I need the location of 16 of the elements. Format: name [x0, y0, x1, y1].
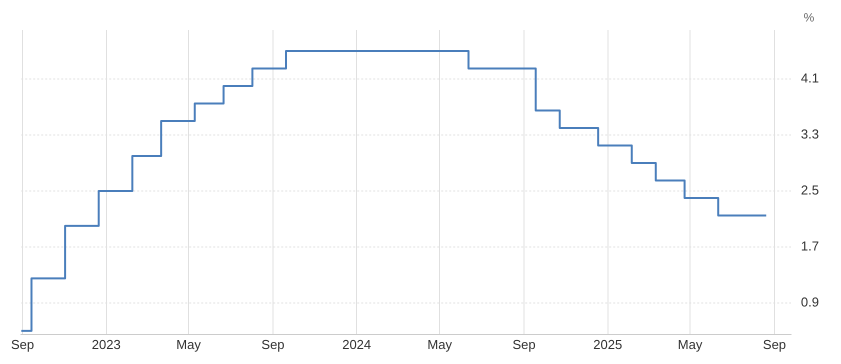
x-tick-label: 2025	[593, 336, 622, 352]
x-tick-label: 2024	[342, 336, 372, 352]
x-tick-label: May	[176, 336, 202, 352]
x-tick-label: May	[427, 336, 452, 352]
y-tick-label: 1.7	[800, 238, 820, 254]
x-tick-label: Sep	[10, 336, 34, 352]
y-tick-label: 2.5	[800, 182, 820, 198]
y-tick-label: 4.1	[800, 70, 820, 86]
x-tick-label: Sep	[512, 336, 536, 352]
x-tick-label: May	[678, 336, 703, 352]
x-tick-label: Sep	[762, 336, 786, 352]
y-tick-label: 3.3	[800, 126, 820, 142]
y-axis-title: %	[804, 10, 815, 24]
x-tick-label: 2023	[92, 336, 121, 352]
x-tick-label: Sep	[261, 336, 285, 352]
y-tick-label: 0.9	[800, 294, 820, 310]
